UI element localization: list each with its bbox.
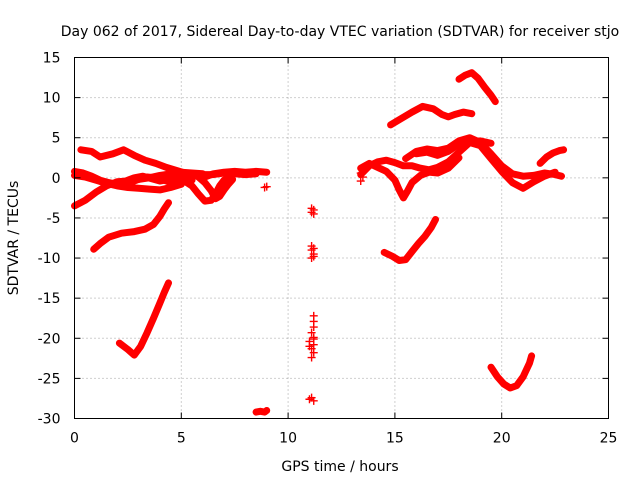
data-point	[262, 182, 271, 191]
data-point	[305, 342, 314, 351]
ticks: 0 5 10 15 20 25 -30 -25 -20 -15 -10 -5 0 5 10 15	[38, 51, 618, 447]
data-point	[309, 209, 318, 218]
x-tick-label: 5	[177, 431, 186, 447]
x-tick-label: 20	[493, 431, 511, 447]
x-axis-label: GPS time / hours	[281, 459, 398, 475]
y-tick-label: 15	[43, 51, 61, 67]
data-point	[309, 244, 318, 253]
x-tick-label: 10	[279, 431, 297, 447]
data-track	[412, 139, 559, 192]
y-tick-label: -5	[47, 211, 61, 227]
chart-title: Day 062 of 2017, Sidereal Day-to-day VTE…	[61, 24, 619, 40]
y-axis-label: SDTVAR / TECUs	[6, 181, 22, 296]
data-point	[309, 396, 318, 405]
y-tick-label: 10	[43, 91, 61, 107]
data-point	[309, 335, 318, 344]
data-point	[305, 395, 314, 404]
x-tick-label: 15	[386, 431, 404, 447]
y-tick-label: -25	[38, 371, 61, 387]
x-tick-label: 25	[600, 431, 618, 447]
y-tick-label: -15	[38, 291, 61, 307]
data-track	[536, 146, 568, 167]
y-tick-label: 5	[52, 131, 61, 147]
data-track	[194, 173, 237, 203]
data-point	[307, 353, 316, 362]
data-track	[90, 199, 172, 253]
y-tick-label: -20	[38, 331, 61, 347]
data-track	[173, 169, 260, 184]
data-point	[307, 328, 316, 337]
x-tick-label: 0	[70, 431, 79, 447]
y-tick-label: -10	[38, 251, 61, 267]
y-tick-label: 0	[52, 171, 61, 187]
data-track	[77, 146, 192, 178]
data-track	[115, 279, 172, 359]
data-track	[455, 69, 499, 106]
data-track	[387, 102, 476, 129]
data-layer	[71, 69, 568, 416]
data-point	[358, 173, 367, 182]
data-point	[356, 177, 365, 186]
data-track	[252, 407, 271, 416]
data-track	[380, 216, 439, 264]
data-point	[309, 323, 318, 332]
data-point	[309, 348, 318, 357]
y-tick-label: -30	[38, 412, 61, 428]
data-track	[357, 154, 463, 202]
data-point	[309, 252, 318, 261]
data-point	[307, 204, 316, 213]
plot-frame	[74, 57, 609, 419]
data-track	[182, 174, 232, 205]
data-track	[487, 352, 536, 392]
data-point	[356, 169, 365, 178]
